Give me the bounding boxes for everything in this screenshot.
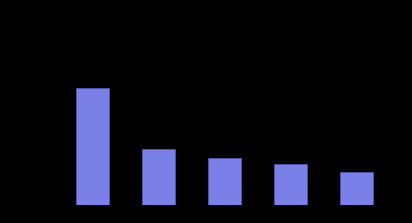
Bar bbox=[340, 172, 373, 205]
Bar bbox=[76, 88, 109, 205]
Bar bbox=[142, 149, 175, 205]
Bar bbox=[208, 158, 241, 205]
Bar bbox=[274, 164, 307, 205]
